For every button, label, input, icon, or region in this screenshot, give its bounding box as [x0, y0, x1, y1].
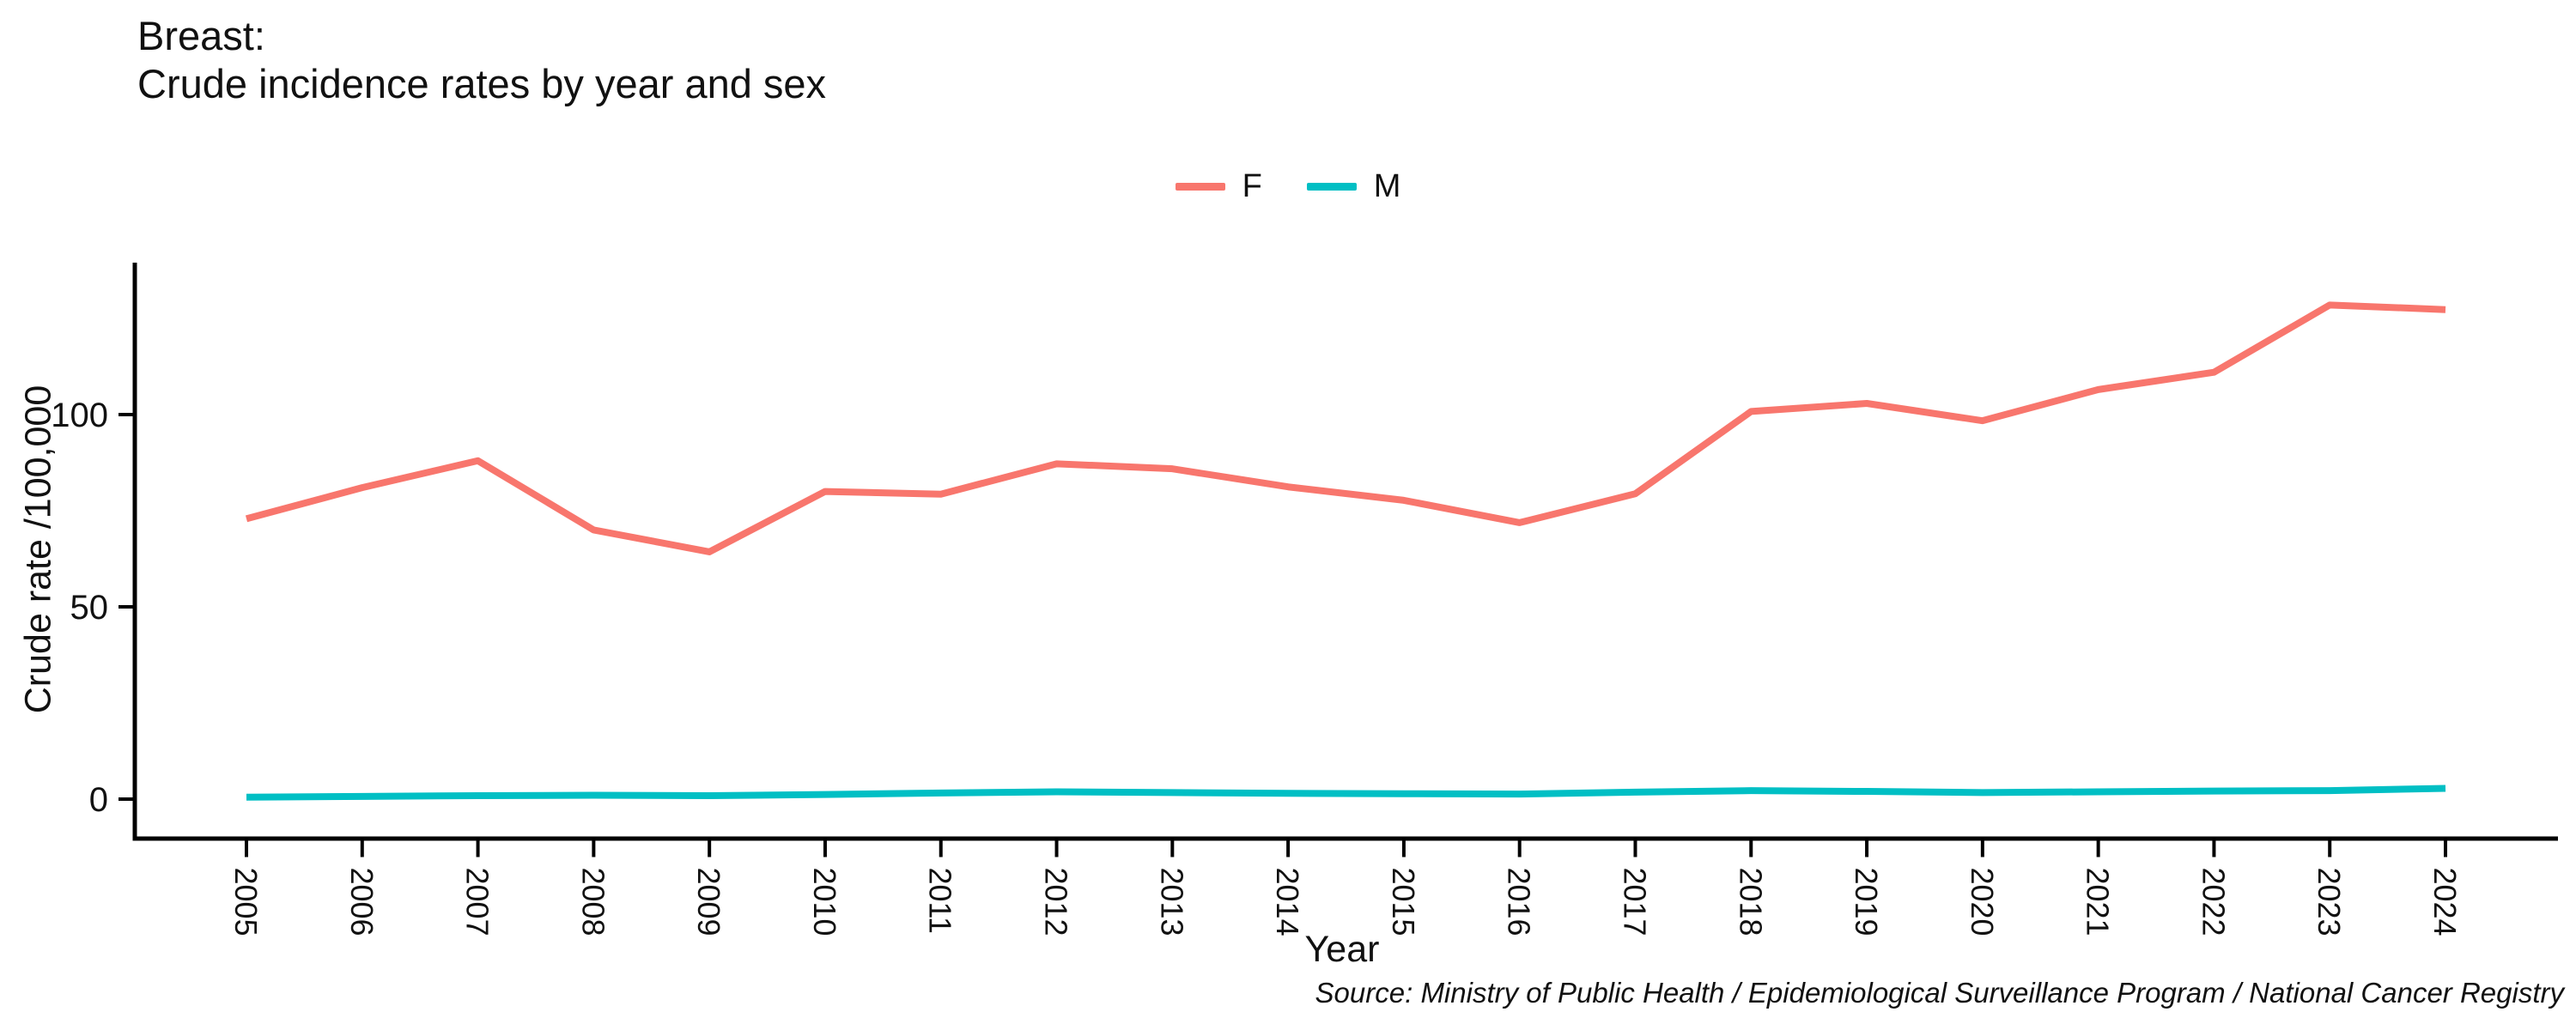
x-tick-label: 2024 [2427, 868, 2463, 936]
x-tick-label: 2017 [1617, 868, 1652, 936]
x-tick-label: 2009 [691, 868, 726, 936]
chart-title: Breast: Crude incidence rates by year an… [137, 12, 826, 108]
y-tick-label: 50 [70, 589, 109, 627]
x-tick-label: 2011 [923, 868, 958, 934]
x-tick-label: 2006 [344, 868, 380, 936]
series-line-m [246, 785, 2446, 801]
source-note: Source: Ministry of Public Health / Epid… [1315, 977, 2564, 1009]
x-tick-label: 2013 [1154, 868, 1189, 936]
x-tick-label: 2014 [1270, 868, 1305, 936]
legend-label-f: F [1242, 168, 1262, 204]
legend-swatch-f [1175, 183, 1225, 191]
x-tick-label: 2019 [1849, 868, 1884, 936]
x-tick-label: 2012 [1039, 868, 1074, 936]
chart-title-line1: Breast: [137, 13, 265, 58]
x-tick-label: 2020 [1965, 868, 2000, 936]
legend-label-m: M [1373, 168, 1401, 204]
legend-item-f: F [1175, 168, 1262, 205]
x-tick-label: 2018 [1733, 868, 1768, 936]
x-tick-label: 2010 [807, 868, 842, 936]
x-tick-label: 2022 [2196, 868, 2231, 936]
x-axis-title: Year [1304, 929, 1380, 970]
x-tick-label: 2007 [460, 868, 495, 936]
x-tick-label: 2015 [1386, 868, 1421, 936]
x-tick-label: 2021 [2081, 868, 2116, 936]
legend-swatch-m [1306, 183, 1357, 191]
legend: F M [0, 168, 2576, 205]
x-tick-label: 2016 [1502, 868, 1537, 936]
x-tick-label: 2008 [575, 868, 611, 936]
legend-item-m: M [1306, 168, 1401, 205]
y-tick-label: 100 [51, 397, 108, 434]
series-line-f [245, 301, 2446, 555]
x-tick-label: 2005 [228, 868, 264, 936]
y-tick-label: 0 [89, 781, 108, 819]
x-tick-label: 2023 [2312, 868, 2347, 936]
chart-title-line2: Crude incidence rates by year and sex [137, 61, 827, 106]
